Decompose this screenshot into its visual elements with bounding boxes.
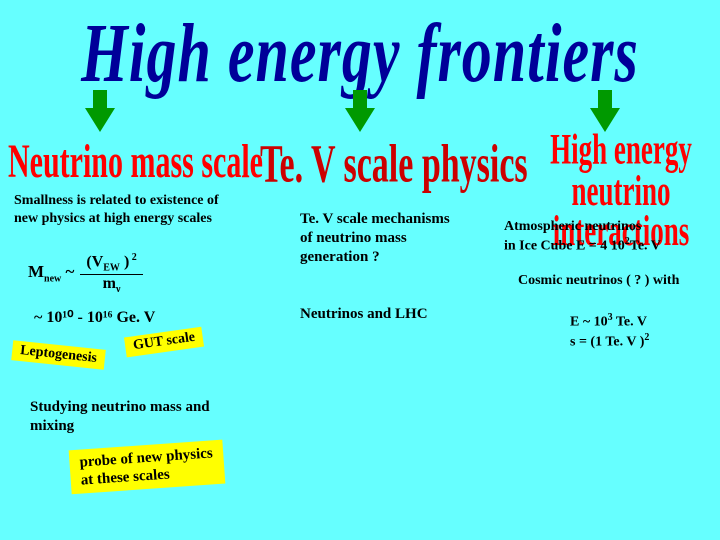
arrow-1: [85, 90, 115, 132]
formula-den-sub: ν: [116, 284, 120, 295]
e-a: E ~ 10: [570, 315, 608, 330]
formula-den-base: m: [103, 275, 116, 292]
formula-lhs-sub: new: [44, 274, 61, 285]
subtitle-neutrino-mass-scale: Neutrino mass scale: [8, 140, 263, 186]
col1-intro: Smallness is related to existence of new…: [14, 192, 224, 227]
formula-num-close: ): [120, 253, 129, 270]
s-a: s = (1 Te. V ): [570, 335, 644, 350]
atm-l2a: in Ice Cube E = 4 10: [504, 238, 625, 253]
col3-energy: E ~ 103 Te. V: [570, 312, 647, 331]
main-title: High energy frontiers: [0, 0, 720, 102]
formula-num-open: (V: [86, 253, 103, 270]
subtitle-tev-scale-physics: Te. V scale physics: [260, 140, 528, 192]
energy-range: ~ 10¹⁰ - 10¹⁶ Ge. V: [34, 308, 155, 328]
col2-mechanisms: Te. V scale mechanisms of neutrino mass …: [300, 210, 455, 266]
formula-num-sub: EW: [103, 263, 120, 274]
col2-lhc: Neutrinos and LHC: [300, 305, 428, 324]
subtitle3-line1: High energy neutrino: [550, 125, 692, 214]
atm-l2b: Te. V: [630, 238, 661, 253]
gut-scale-label: GUT scale: [124, 327, 204, 358]
mass-formula: Mnew ~ (VEW ) 2 mν: [28, 252, 228, 295]
leptogenesis-label: Leptogenesis: [11, 340, 106, 370]
probe-line2: at these scales: [80, 466, 170, 488]
formula-num-sup: 2: [129, 252, 137, 263]
col3-cosmic: Cosmic neutrinos ( ? ) with: [518, 272, 718, 290]
probe-line1: probe of new physics: [79, 445, 213, 470]
col3-atmospheric: Atmospheric neutrinos in Ice Cube E = 4 …: [504, 218, 719, 255]
formula-tilde: ~: [61, 262, 74, 281]
s-sup: 2: [644, 332, 649, 343]
col3-s: s = (1 Te. V )2: [570, 332, 649, 351]
formula-lhs-base: M: [28, 262, 44, 281]
arrow-2: [345, 90, 375, 132]
atm-l1: Atmospheric neutrinos: [504, 219, 641, 234]
e-b: Te. V: [613, 315, 647, 330]
probe-box: probe of new physics at these scales: [69, 440, 225, 495]
study-text: Studying neutrino mass and mixing: [30, 398, 220, 436]
